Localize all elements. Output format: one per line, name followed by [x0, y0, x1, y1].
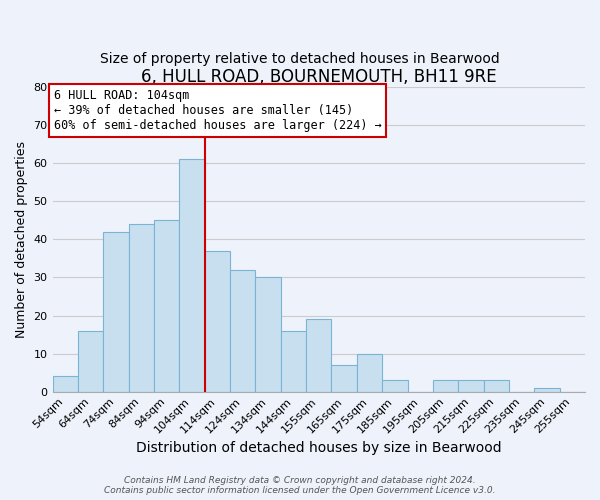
Y-axis label: Number of detached properties: Number of detached properties [15, 141, 28, 338]
Bar [458, 380, 484, 392]
Bar [154, 220, 179, 392]
Bar [179, 160, 205, 392]
Text: 6 HULL ROAD: 104sqm
← 39% of detached houses are smaller (145)
60% of semi-detac: 6 HULL ROAD: 104sqm ← 39% of detached ho… [54, 89, 382, 132]
Bar [78, 331, 103, 392]
Bar [281, 331, 306, 392]
Bar [382, 380, 407, 392]
Bar [128, 224, 154, 392]
Text: Size of property relative to detached houses in Bearwood: Size of property relative to detached ho… [100, 52, 500, 66]
Title: 6, HULL ROAD, BOURNEMOUTH, BH11 9RE: 6, HULL ROAD, BOURNEMOUTH, BH11 9RE [141, 68, 497, 86]
Bar [230, 270, 256, 392]
Bar [205, 251, 230, 392]
X-axis label: Distribution of detached houses by size in Bearwood: Distribution of detached houses by size … [136, 441, 502, 455]
Bar [53, 376, 78, 392]
Bar [534, 388, 560, 392]
Bar [103, 232, 128, 392]
Bar [331, 365, 357, 392]
Bar [484, 380, 509, 392]
Bar [357, 354, 382, 392]
Bar [256, 278, 281, 392]
Text: Contains HM Land Registry data © Crown copyright and database right 2024.
Contai: Contains HM Land Registry data © Crown c… [104, 476, 496, 495]
Bar [306, 320, 331, 392]
Bar [433, 380, 458, 392]
